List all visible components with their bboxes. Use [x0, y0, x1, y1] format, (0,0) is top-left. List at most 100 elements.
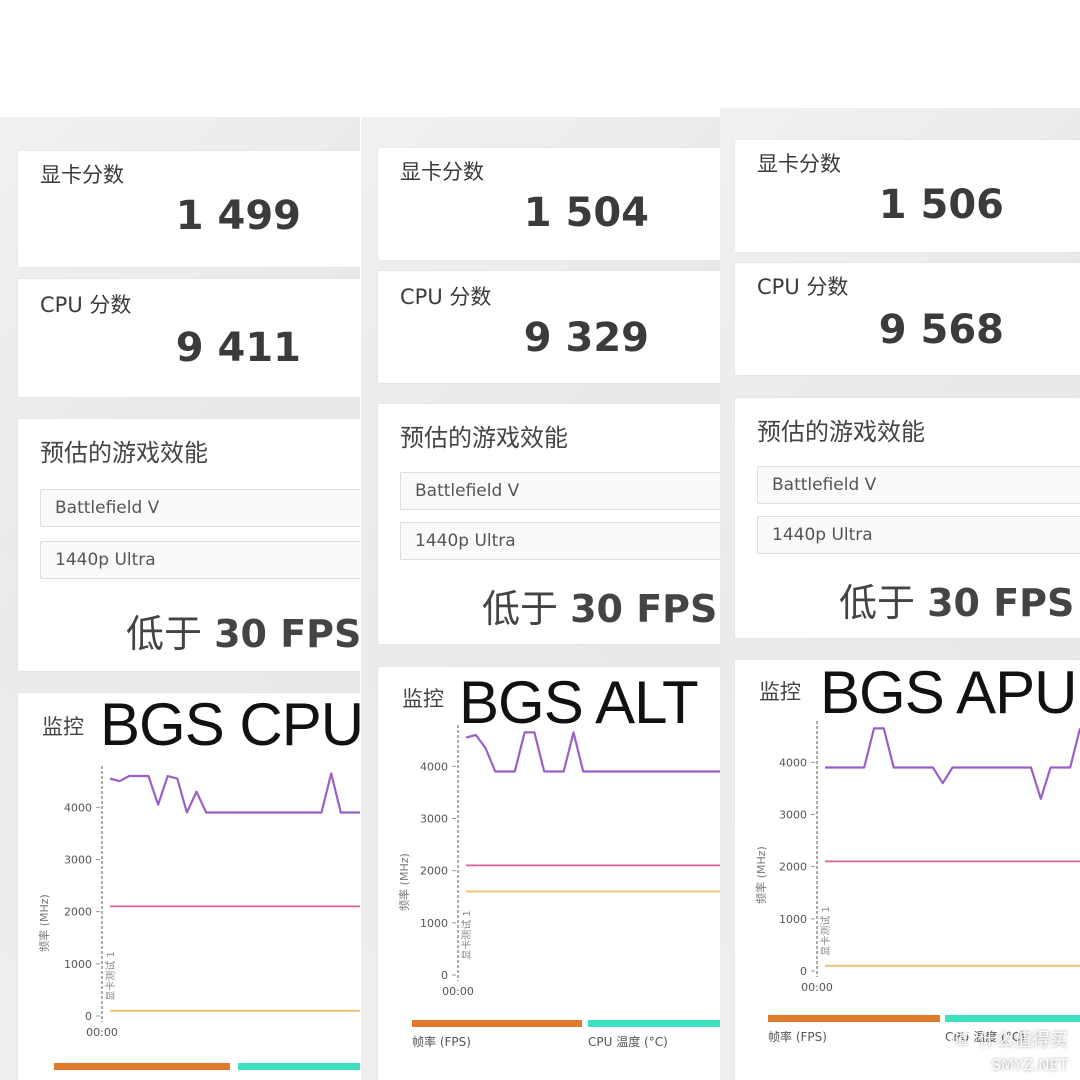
y-tick-label: 4000 [779, 756, 807, 769]
monitor-card: 监控 0 1000 2000 3000 4000 00:00 频率 (MHz) 显卡测试 1 … [735, 660, 1080, 1080]
legend-cpu-temp-swatch [945, 1015, 1080, 1022]
x-tick-label: 00:00 [86, 1026, 118, 1039]
cpu-score-value: 9 568 [878, 307, 1004, 353]
y-tick-label: 4000 [64, 801, 92, 814]
legend-fps-label: 帧率 (FPS) [412, 1035, 471, 1049]
legend-fps-swatch [412, 1020, 582, 1027]
cpu-score-card: CPU 分数 9 329 [378, 271, 720, 383]
marker-label: 显卡测试 1 [819, 906, 832, 956]
gpu-score-label: 显卡分数 [40, 163, 124, 187]
game-select-value: Battlefield V [55, 498, 160, 518]
cpu-clock-line [465, 731, 720, 773]
game-select[interactable]: Battlefield V [400, 472, 720, 510]
preset-select[interactable]: 1440p Ultra [40, 541, 360, 579]
y-tick-label: 1000 [64, 958, 92, 971]
gpu-score-card: 显卡分数 1 506 [735, 140, 1080, 252]
x-tick-label: 00:00 [442, 985, 474, 998]
result-panel-1: 显卡分数 1 499 CPU 分数 9 411 预估的游戏效能 Battlefi… [0, 117, 360, 1080]
fps-value: 30 FPS [570, 587, 718, 631]
game-performance-card: 预估的游戏效能 Battlefield V 1440p Ultra 低于 30 … [18, 419, 360, 671]
game-performance-card: 预估的游戏效能 Battlefield V 1440p Ultra 低于 30 … [378, 404, 720, 644]
cpu-clock-line [109, 772, 360, 814]
y-tick-label: 0 [85, 1010, 92, 1023]
frequency-chart: 0 1000 2000 3000 4000 00:00 频率 (MHz) 显卡测试 1 [37, 766, 360, 1039]
fps-estimate: 低于 30 FPS [839, 572, 1074, 627]
marker-label: 显卡测试 1 [460, 910, 473, 960]
frequency-chart: 0 1000 2000 3000 4000 00:00 频率 (MHz) 显卡测试 1 [397, 725, 720, 998]
overlay-title: BGS ALT [459, 669, 699, 736]
cpu-score-card: CPU 分数 9 568 [735, 263, 1080, 375]
frequency-chart: 0 1000 2000 3000 4000 00:00 频率 (MHz) 显卡测试 1 [754, 721, 1080, 994]
game-select-value: Battlefield V [415, 481, 520, 501]
cpu-score-card: CPU 分数 9 411 [18, 279, 360, 397]
gpu-score-value: 1 499 [175, 193, 301, 239]
watermark-text: 什么值得买 [978, 1030, 1068, 1051]
gpu-score-card: 显卡分数 1 499 [18, 151, 360, 267]
preset-select[interactable]: 1440p Ultra [757, 516, 1080, 554]
fps-prefix: 低于 [839, 581, 916, 625]
y-axis-title: 频率 (MHz) [397, 853, 411, 911]
fps-estimate: 低于 30 FPS [482, 578, 717, 633]
monitor-title: 监控 [402, 687, 444, 711]
y-tick-label: 2000 [779, 861, 807, 874]
game-performance-title: 预估的游戏效能 [400, 424, 568, 452]
legend-fps-swatch [54, 1063, 230, 1070]
legend-cpu-temp-swatch [588, 1020, 720, 1027]
game-performance-card: 预估的游戏效能 Battlefield V 1440p Ultra 低于 30 … [735, 398, 1080, 638]
preset-select[interactable]: 1440p Ultra [400, 522, 720, 560]
cpu-score-label: CPU 分数 [400, 285, 492, 309]
watermark-logo-icon: 值 [950, 1030, 972, 1052]
legend-cpu-temp-swatch [238, 1063, 360, 1070]
game-select[interactable]: Battlefield V [40, 489, 360, 527]
monitor-title: 监控 [42, 715, 84, 739]
fps-value: 30 FPS [214, 612, 360, 656]
x-tick-label: 00:00 [801, 981, 833, 994]
y-tick-label: 2000 [420, 865, 448, 878]
gpu-score-value: 1 504 [523, 190, 649, 236]
gpu-score-label: 显卡分数 [757, 152, 841, 176]
gpu-score-value: 1 506 [878, 182, 1004, 228]
preset-select-value: 1440p Ultra [55, 550, 156, 570]
watermark-sub: SMYZ.NET [991, 1056, 1068, 1074]
legend-fps-swatch [768, 1015, 940, 1022]
monitor-card: 监控 0 1000 2000 3000 4000 00:00 频率 (MHz) 显卡测试 1 [18, 693, 360, 1080]
game-select-value: Battlefield V [772, 475, 877, 495]
y-tick-label: 3000 [420, 812, 448, 825]
cpu-score-value: 9 411 [175, 325, 301, 371]
cpu-score-label: CPU 分数 [757, 275, 849, 299]
y-tick-label: 0 [441, 969, 448, 982]
gpu-score-card: 显卡分数 1 504 [378, 148, 720, 260]
watermark: 值什么值得买 [950, 1026, 1068, 1052]
overlay-title: BGS CPU [100, 691, 360, 758]
game-performance-title: 预估的游戏效能 [757, 418, 925, 446]
overlay-title: BGS APU [820, 659, 1077, 726]
cpu-clock-line [825, 727, 1080, 800]
cpu-score-label: CPU 分数 [40, 293, 132, 317]
legend-fps-label: 帧率 (FPS) [768, 1030, 827, 1044]
monitor-title: 监控 [759, 680, 801, 704]
fps-value: 30 FPS [927, 581, 1075, 625]
y-axis-title: 频率 (MHz) [37, 894, 51, 952]
y-tick-label: 3000 [64, 853, 92, 866]
y-tick-label: 1000 [420, 917, 448, 930]
fps-estimate: 低于 30 FPS [126, 603, 360, 658]
preset-select-value: 1440p Ultra [772, 525, 873, 545]
y-axis-title: 频率 (MHz) [754, 846, 768, 904]
cpu-score-value: 9 329 [523, 315, 649, 361]
game-performance-title: 预估的游戏效能 [40, 439, 208, 467]
fps-prefix: 低于 [126, 612, 203, 656]
preset-select-value: 1440p Ultra [415, 531, 516, 551]
monitor-card: 监控 0 1000 2000 3000 4000 00:00 频率 (MHz) 显卡测试 1 … [378, 667, 720, 1080]
gpu-score-label: 显卡分数 [400, 160, 484, 184]
result-panel-3: 显卡分数 1 506 CPU 分数 9 568 预估的游戏效能 Battlefi… [720, 108, 1080, 1080]
y-tick-label: 1000 [779, 913, 807, 926]
marker-label: 显卡测试 1 [104, 951, 117, 1001]
result-panel-2: 显卡分数 1 504 CPU 分数 9 329 预估的游戏效能 Battlefi… [361, 117, 720, 1080]
y-tick-label: 2000 [64, 906, 92, 919]
legend-cpu-temp-label: CPU 温度 (°C) [588, 1035, 668, 1049]
fps-prefix: 低于 [482, 587, 559, 631]
game-select[interactable]: Battlefield V [757, 466, 1080, 504]
y-tick-label: 0 [800, 965, 807, 978]
y-tick-label: 3000 [779, 808, 807, 821]
y-tick-label: 4000 [420, 760, 448, 773]
